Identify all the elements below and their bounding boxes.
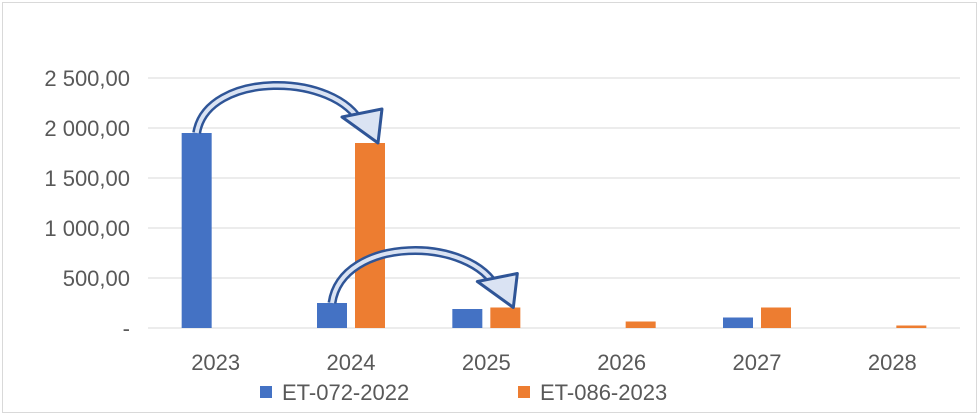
arrow-shaft-outline xyxy=(192,81,367,135)
bar-ET-086-2023-2025 xyxy=(490,307,521,328)
x-tick-label: 2026 xyxy=(597,350,646,375)
legend-swatch xyxy=(518,386,530,398)
y-tick-label: 500,00 xyxy=(63,266,130,291)
bar-ET-086-2023-2027 xyxy=(761,307,791,328)
arrow-shaft-fill xyxy=(330,248,500,304)
legend-label: ET-072-2022 xyxy=(282,380,409,405)
legend-label: ET-086-2023 xyxy=(540,380,667,405)
y-tick-label: - xyxy=(123,316,130,341)
arrow-shaft-fill xyxy=(194,83,364,134)
x-axis-ticks: 2023 2024 2025 2026 2027 2028 xyxy=(191,350,917,375)
legend-swatch xyxy=(260,386,272,398)
x-tick-label: 2027 xyxy=(733,350,782,375)
bar-ET-072-2022-2024 xyxy=(317,303,347,328)
curved-arrow xyxy=(192,81,384,145)
x-tick-label: 2028 xyxy=(868,350,917,375)
annotation-arrows xyxy=(192,81,519,309)
curved-arrow xyxy=(327,246,519,309)
bar-ET-072-2022-2027 xyxy=(723,317,753,328)
bar-ET-086-2023-2024 xyxy=(355,143,385,328)
y-tick-label: 1 500,00 xyxy=(44,166,130,191)
x-tick-label: 2023 xyxy=(191,350,240,375)
bar-ET-086-2023-2028 xyxy=(896,325,927,328)
bar-ET-086-2023-2026 xyxy=(625,321,656,328)
y-tick-label: 1 000,00 xyxy=(44,216,130,241)
legend: ET-072-2022 ET-086-2023 xyxy=(260,380,667,405)
gridlines xyxy=(148,77,960,329)
y-tick-label: 2 500,00 xyxy=(44,66,130,91)
x-tick-label: 2024 xyxy=(327,350,376,375)
y-axis-ticks: - 500,00 1 000,00 1 500,00 2 000,00 2 500,00 xyxy=(44,66,130,341)
arrow-head xyxy=(475,272,519,309)
y-tick-label: 2 000,00 xyxy=(44,116,130,141)
arrow-head xyxy=(340,107,384,145)
bar-ET-072-2022-2025 xyxy=(452,309,483,328)
bar-ET-072-2022-2023 xyxy=(181,133,212,328)
bars xyxy=(181,133,927,328)
x-tick-label: 2025 xyxy=(462,350,511,375)
